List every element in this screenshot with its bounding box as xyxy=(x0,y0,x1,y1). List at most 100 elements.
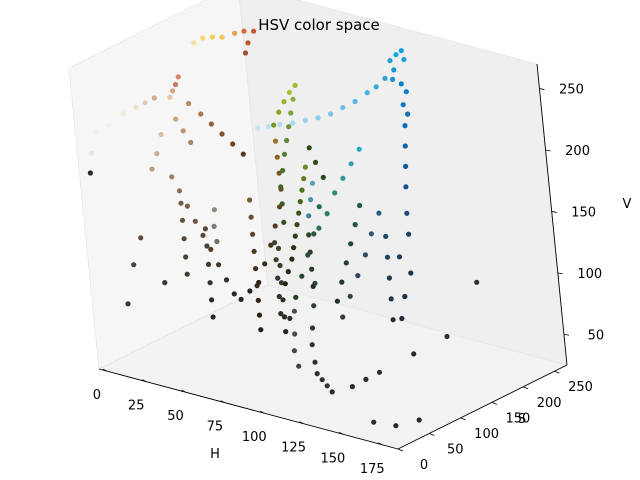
data-point xyxy=(211,223,217,229)
data-point xyxy=(357,202,363,209)
data-point xyxy=(349,384,355,390)
data-point xyxy=(310,283,316,289)
x-tick-mark xyxy=(338,431,344,435)
data-point xyxy=(306,213,312,219)
data-point xyxy=(302,117,308,123)
data-point xyxy=(208,121,214,127)
data-point xyxy=(371,419,377,425)
x-tick-label: 0 xyxy=(93,388,101,403)
data-point xyxy=(276,109,282,115)
data-point xyxy=(138,235,144,241)
z-tick-label: 250 xyxy=(559,83,584,98)
data-point xyxy=(214,238,220,245)
data-point xyxy=(290,120,296,126)
axes-lines xyxy=(98,63,568,450)
data-point xyxy=(352,222,358,228)
data-point xyxy=(289,256,295,262)
data-point xyxy=(210,314,216,320)
data-point xyxy=(388,296,394,302)
z-tick-mark xyxy=(557,272,563,275)
data-point xyxy=(390,76,396,82)
data-point xyxy=(283,329,289,335)
data-point xyxy=(198,111,204,117)
x-tick-label: 50 xyxy=(167,409,184,424)
data-point xyxy=(373,84,379,90)
data-point xyxy=(309,266,315,272)
data-point xyxy=(386,275,392,281)
z-tick-mark xyxy=(551,211,557,213)
data-point xyxy=(294,222,300,228)
data-point xyxy=(169,174,175,180)
data-point xyxy=(240,151,246,157)
data-point xyxy=(406,231,412,237)
data-point xyxy=(328,111,334,117)
data-point xyxy=(277,262,283,269)
data-point xyxy=(312,159,319,165)
z-tick-label: 100 xyxy=(577,267,602,282)
y-tick-mark xyxy=(397,448,404,452)
data-point xyxy=(320,174,326,180)
x-tick-mark xyxy=(378,442,383,446)
chart-title: HSV color space xyxy=(258,16,380,34)
data-point xyxy=(403,163,409,169)
data-point xyxy=(178,200,184,206)
data-point xyxy=(347,293,353,299)
data-point xyxy=(403,184,409,190)
data-point xyxy=(219,34,225,40)
data-point xyxy=(364,90,370,96)
data-point xyxy=(284,137,290,144)
data-point xyxy=(474,279,480,285)
y-tick-mark xyxy=(429,433,435,436)
y-axis-label: S xyxy=(518,412,526,427)
data-point xyxy=(151,95,157,101)
x-tick-mark xyxy=(181,389,186,393)
data-point xyxy=(219,131,225,137)
data-point xyxy=(131,262,137,268)
data-point xyxy=(281,314,288,320)
data-point xyxy=(175,74,181,80)
data-point xyxy=(391,67,397,73)
data-point xyxy=(208,246,214,252)
data-point xyxy=(272,138,279,144)
data-point xyxy=(255,125,261,131)
data-point xyxy=(301,176,307,182)
data-point xyxy=(376,369,383,375)
data-point xyxy=(396,254,403,260)
data-point xyxy=(393,423,399,429)
data-point xyxy=(307,249,313,255)
y-tick-label: 200 xyxy=(537,396,562,411)
scatter-points xyxy=(87,28,480,429)
data-point xyxy=(402,143,408,149)
data-point xyxy=(241,28,247,34)
data-point xyxy=(362,252,368,258)
data-point xyxy=(382,75,388,81)
x-tick-mark xyxy=(260,410,265,414)
data-point xyxy=(265,123,272,129)
data-point xyxy=(176,188,183,194)
data-point xyxy=(400,102,406,108)
data-point xyxy=(411,351,417,357)
data-point xyxy=(356,146,362,152)
z-axis-line xyxy=(536,63,568,366)
data-point xyxy=(158,131,164,138)
data-point xyxy=(278,184,284,190)
data-point xyxy=(170,88,176,94)
z-tick-label: 50 xyxy=(588,328,605,343)
axis-ticks: 0 25 50 75 100 125 150 175 0 50 100 150 200 250 50 100 1… xyxy=(93,83,604,477)
data-point xyxy=(309,342,315,348)
data-point xyxy=(444,333,450,340)
data-point xyxy=(287,315,293,321)
data-point xyxy=(275,275,281,281)
data-point xyxy=(316,225,322,231)
data-point xyxy=(383,233,389,239)
data-point xyxy=(204,243,210,249)
data-point xyxy=(209,34,215,40)
data-point xyxy=(209,297,215,303)
data-point xyxy=(223,277,230,283)
x-axis-label: H xyxy=(210,447,220,462)
data-point xyxy=(302,164,308,170)
data-point xyxy=(285,269,291,275)
data-point xyxy=(278,311,284,317)
data-point xyxy=(291,308,297,314)
data-point xyxy=(281,99,287,105)
